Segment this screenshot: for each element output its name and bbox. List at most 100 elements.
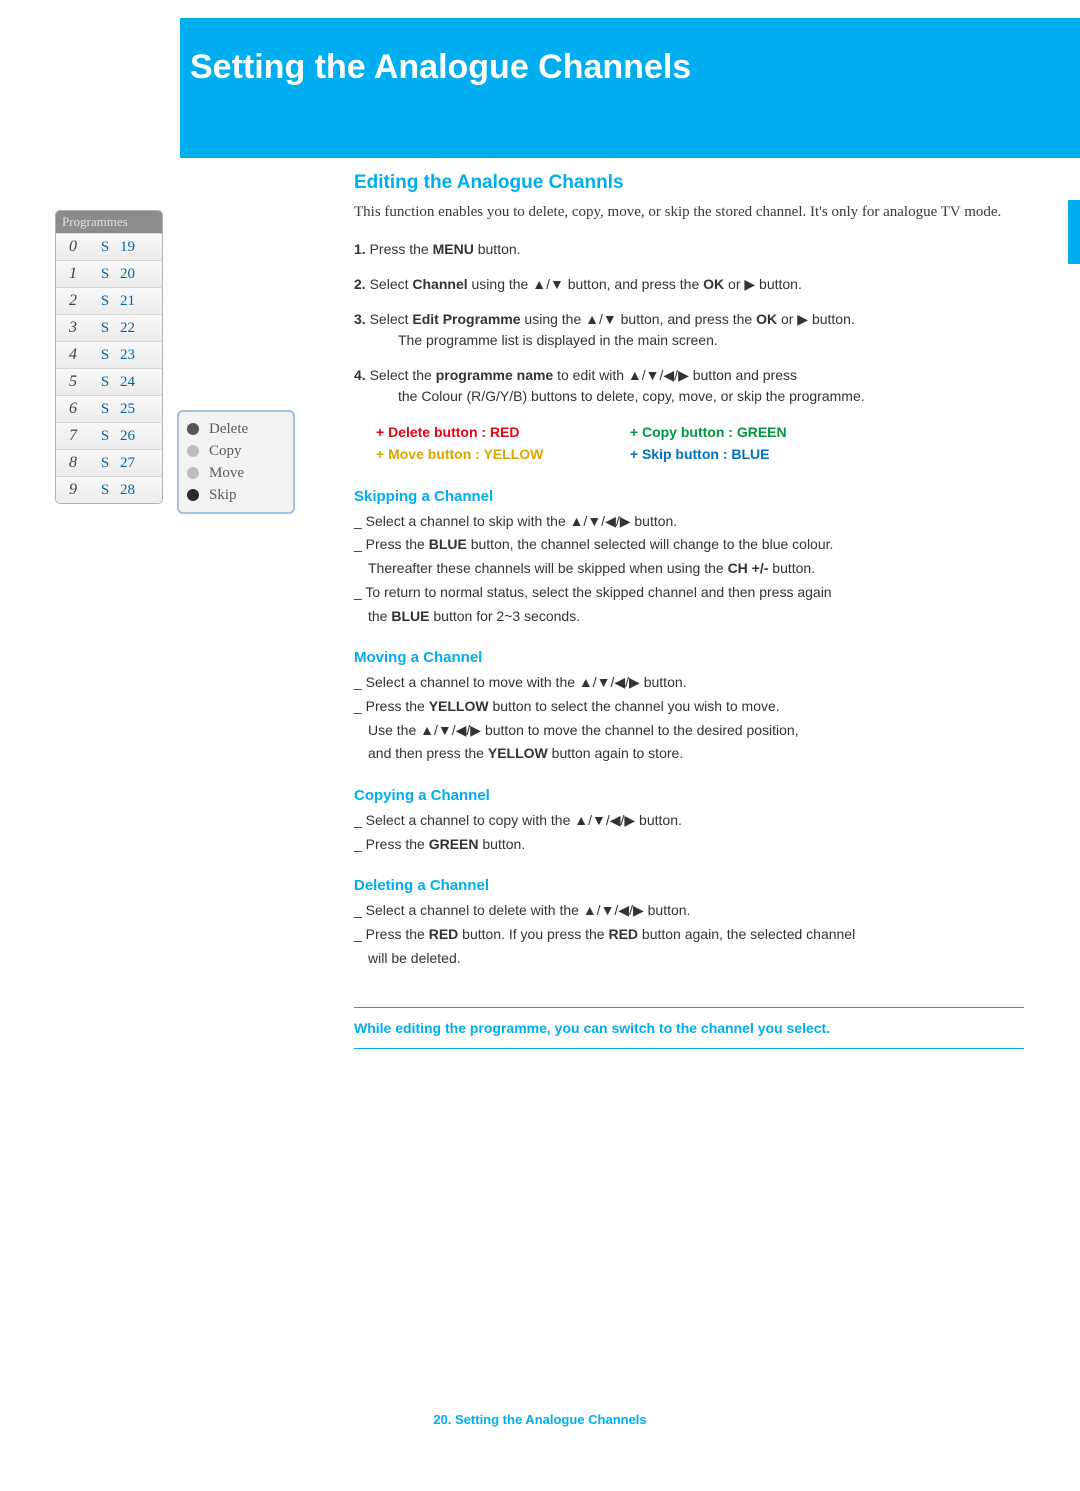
- prog-idx: 7: [56, 427, 90, 445]
- programme-row: 3S22: [56, 314, 162, 341]
- t: button to select the channel you wish to…: [489, 698, 780, 714]
- bold: YELLOW: [429, 698, 489, 714]
- skipping-block: _ Select a channel to skip with the ▲/▼/…: [354, 511, 1024, 627]
- t: button for 2~3 seconds.: [429, 608, 580, 624]
- t: using the ▲/▼ button, and press the: [468, 276, 704, 292]
- t: button.: [768, 560, 815, 576]
- legend-item: Copy: [187, 440, 285, 462]
- prog-ch: 21: [120, 293, 158, 310]
- line: _ To return to normal status, select the…: [354, 582, 1024, 604]
- programme-row: 9S28: [56, 476, 162, 503]
- programme-row: 6S25: [56, 395, 162, 422]
- step-num: 4.: [354, 367, 366, 383]
- prog-band: S: [90, 482, 120, 499]
- bold: BLUE: [391, 608, 429, 624]
- legend-item: Skip: [187, 484, 285, 506]
- bold: OK: [756, 311, 777, 327]
- t: using the ▲/▼ button, and press the: [521, 311, 757, 327]
- prog-band: S: [90, 401, 120, 418]
- t: _ Press the: [354, 926, 429, 942]
- t: button again to store.: [548, 745, 683, 761]
- t: the: [368, 608, 391, 624]
- prog-idx: 2: [56, 292, 90, 310]
- prog-band: S: [90, 428, 120, 445]
- steps-list: 1. Press the MENU button. 2. Select Chan…: [354, 239, 1024, 407]
- prog-ch: 25: [120, 401, 158, 418]
- programme-row: 7S26: [56, 422, 162, 449]
- prog-ch: 22: [120, 320, 158, 337]
- delete-button-label: + Delete button : RED: [376, 421, 626, 443]
- header-band: Setting the Analogue Channels: [180, 18, 1080, 158]
- prog-idx: 9: [56, 481, 90, 499]
- footer: 20. Setting the Analogue Channels: [0, 1412, 1080, 1427]
- subhead-copying: Copying a Channel: [354, 787, 1024, 804]
- line: _ Press the YELLOW button to select the …: [354, 696, 1024, 718]
- legend-panel: Delete Copy Move Skip: [177, 410, 295, 514]
- t: button, the channel selected will change…: [467, 536, 834, 552]
- programme-row: 5S24: [56, 368, 162, 395]
- legend-item: Delete: [187, 418, 285, 440]
- step-num: 3.: [354, 311, 366, 327]
- step-num: 1.: [354, 241, 366, 257]
- prog-ch: 27: [120, 455, 158, 472]
- step-line2: the Colour (R/G/Y/B) buttons to delete, …: [398, 386, 1024, 407]
- programmes-header: Programmes: [56, 211, 162, 233]
- t: and then press the: [368, 745, 488, 761]
- t: _ Press the: [354, 536, 429, 552]
- legend-item: Move: [187, 462, 285, 484]
- line: _ Select a channel to skip with the ▲/▼/…: [354, 511, 1024, 533]
- legend-label: Move: [209, 465, 244, 482]
- intro-text: This function enables you to delete, cop…: [354, 204, 1024, 221]
- left-column: Programmes 0S19 1S20 2S21 3S22 4S23 5S24…: [55, 210, 315, 504]
- bold: MENU: [433, 241, 474, 257]
- bold: YELLOW: [488, 745, 548, 761]
- prog-idx: 6: [56, 400, 90, 418]
- line: Use the ▲/▼/◀/▶ button to move the chann…: [354, 720, 1024, 742]
- prog-ch: 19: [120, 239, 158, 256]
- bold: Channel: [412, 276, 467, 292]
- prog-idx: 5: [56, 373, 90, 391]
- step-line2: The programme list is displayed in the m…: [398, 330, 1024, 351]
- step-3: 3. Select Edit Programme using the ▲/▼ b…: [354, 309, 1024, 351]
- deleting-block: _ Select a channel to delete with the ▲/…: [354, 900, 1024, 969]
- prog-band: S: [90, 455, 120, 472]
- t: to edit with ▲/▼/◀/▶ button and press: [553, 367, 797, 383]
- prog-ch: 26: [120, 428, 158, 445]
- line: _ Select a channel to delete with the ▲/…: [354, 900, 1024, 922]
- programme-row: 0S19: [56, 233, 162, 260]
- t: Select the: [370, 367, 436, 383]
- line: _ Press the BLUE button, the channel sel…: [354, 534, 1024, 556]
- copy-button-label: + Copy button : GREEN: [630, 424, 787, 440]
- programmes-panel: Programmes 0S19 1S20 2S21 3S22 4S23 5S24…: [55, 210, 163, 504]
- prog-band: S: [90, 266, 120, 283]
- t: button.: [479, 836, 526, 852]
- subhead-skipping: Skipping a Channel: [354, 488, 1024, 505]
- t: Select: [370, 311, 413, 327]
- note-text: While editing the programme, you can swi…: [354, 1020, 1024, 1036]
- prog-band: S: [90, 320, 120, 337]
- legend-label: Delete: [209, 421, 248, 438]
- dot-icon: [187, 445, 199, 457]
- t: Press the: [370, 241, 433, 257]
- step-1: 1. Press the MENU button.: [354, 239, 1024, 260]
- step-2: 2. Select Channel using the ▲/▼ button, …: [354, 274, 1024, 295]
- t: _ Press the: [354, 698, 429, 714]
- subhead-deleting: Deleting a Channel: [354, 877, 1024, 894]
- prog-idx: 4: [56, 346, 90, 364]
- t: or ▶ button.: [777, 311, 855, 327]
- prog-band: S: [90, 239, 120, 256]
- line: _ Select a channel to move with the ▲/▼/…: [354, 672, 1024, 694]
- t: _ Press the: [354, 836, 429, 852]
- line: _ Press the GREEN button.: [354, 834, 1024, 856]
- right-tab-bar: [1068, 200, 1080, 264]
- content-column: Editing the Analogue Channls This functi…: [354, 172, 1024, 1049]
- copying-block: _ Select a channel to copy with the ▲/▼/…: [354, 810, 1024, 855]
- line: and then press the YELLOW button again t…: [354, 743, 1024, 765]
- dot-icon: [187, 489, 199, 501]
- prog-idx: 0: [56, 238, 90, 256]
- bold: BLUE: [429, 536, 467, 552]
- programme-row: 8S27: [56, 449, 162, 476]
- prog-ch: 28: [120, 482, 158, 499]
- step-4: 4. Select the programme name to edit wit…: [354, 365, 1024, 407]
- page-title: Setting the Analogue Channels: [190, 48, 1080, 87]
